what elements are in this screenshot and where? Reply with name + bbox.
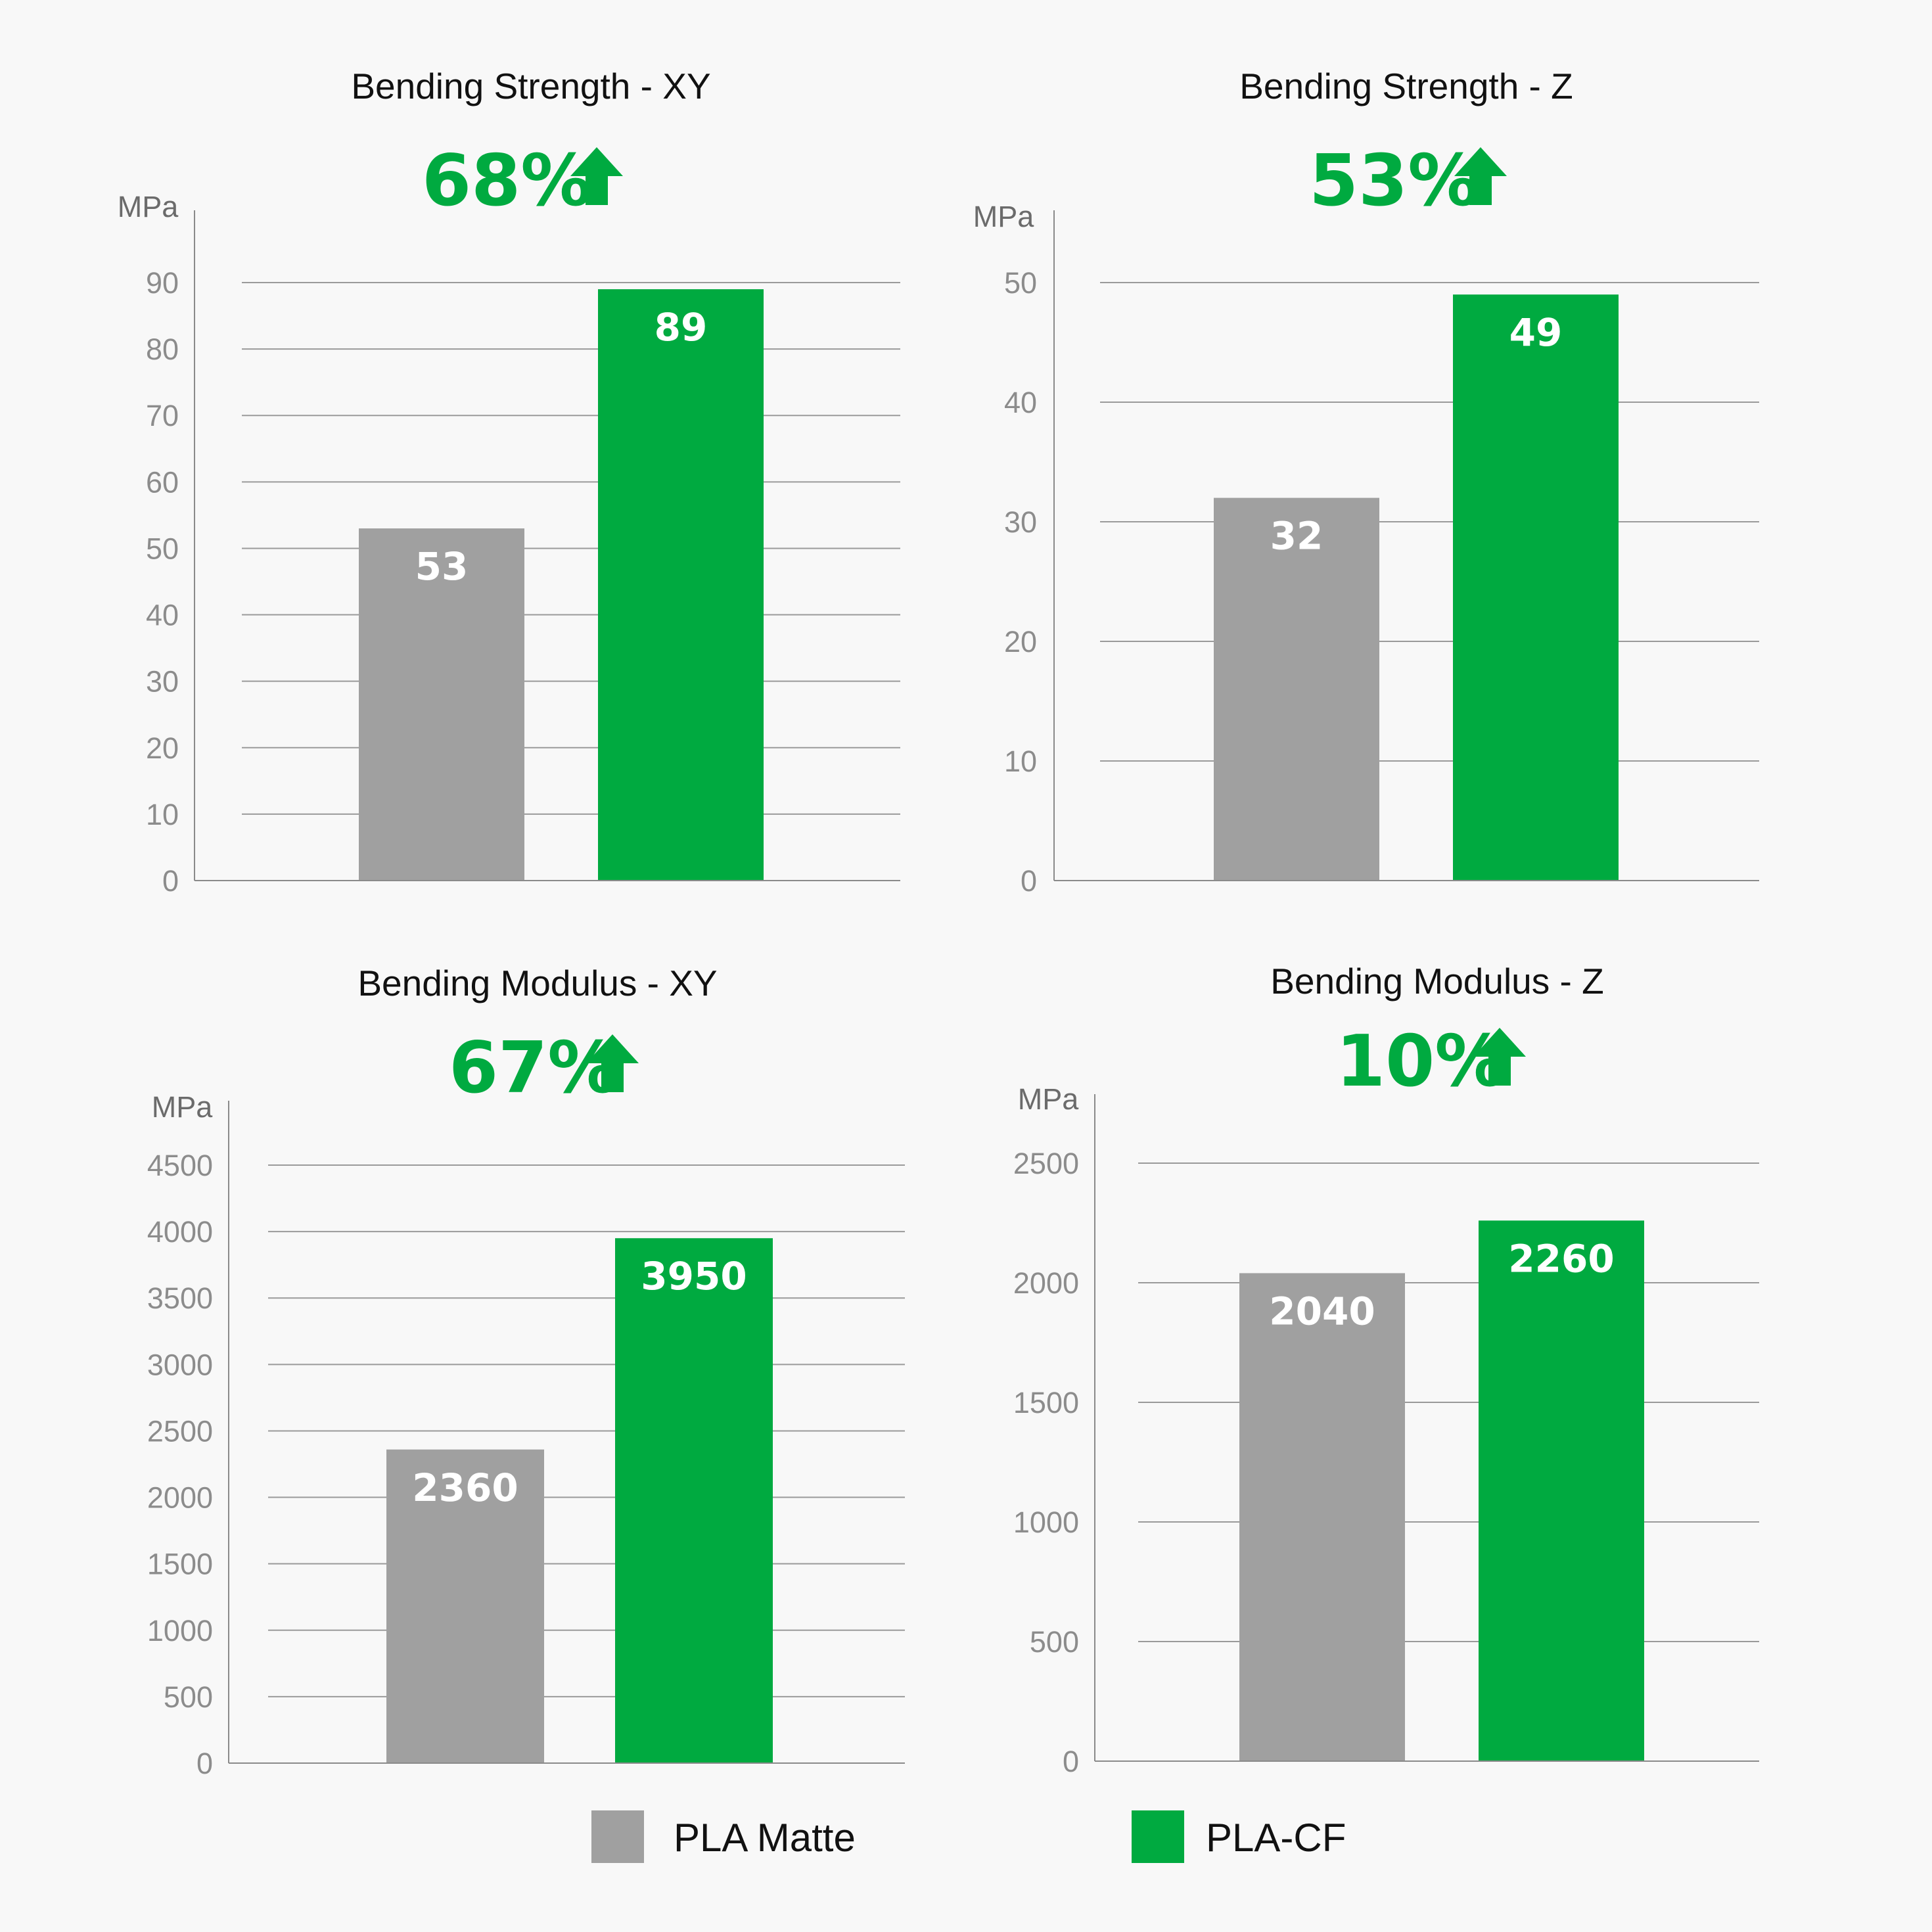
chart-title: Bending Modulus - XY	[357, 963, 717, 1003]
y-tick-label: 0	[1063, 1745, 1079, 1778]
y-tick-label: 60	[146, 465, 179, 499]
y-tick-label: 80	[146, 333, 179, 366]
bar-pla-cf	[1453, 294, 1619, 881]
bar-value-label: 32	[1270, 514, 1323, 559]
bar-value-label: 53	[415, 544, 469, 589]
y-tick-label: 10	[1004, 745, 1037, 778]
y-tick-label: 50	[146, 532, 179, 565]
bar-pla-matte	[1239, 1273, 1405, 1761]
legend-swatch-pla-cf	[1132, 1810, 1184, 1863]
y-tick-label: 40	[146, 599, 179, 632]
y-axis-unit-label: MPa	[152, 1090, 214, 1124]
y-tick-label: 4000	[147, 1215, 213, 1249]
bar-value-label: 2360	[412, 1465, 518, 1510]
chart-panel-2: Bending Strength - Z 53% MPa 0 10 20 30 40 50 32 4…	[973, 66, 1759, 898]
chart-title: Bending Modulus - Z	[1270, 961, 1604, 1001]
y-tick-label: 2500	[1013, 1147, 1079, 1180]
y-tick-label: 0	[162, 864, 179, 898]
legend-swatch-pla-matte	[591, 1810, 644, 1863]
bar-value-label: 2040	[1269, 1289, 1375, 1333]
y-tick-label: 0	[196, 1747, 213, 1780]
y-tick-label: 500	[1030, 1625, 1079, 1659]
up-arrow-icon	[570, 147, 623, 205]
y-tick-label: 2000	[147, 1481, 213, 1515]
bar-pla-matte	[359, 528, 524, 881]
up-arrow-icon	[1473, 1028, 1526, 1086]
legend-label-pla-cf: PLA-CF	[1206, 1816, 1346, 1860]
y-tick-label: 50	[1004, 266, 1037, 300]
bar-pla-cf	[615, 1238, 773, 1763]
y-tick-label: 3000	[147, 1348, 213, 1381]
y-tick-label: 70	[146, 399, 179, 432]
y-tick-label: 0	[1021, 864, 1037, 898]
y-tick-label: 10	[146, 798, 179, 831]
y-tick-label: 2000	[1013, 1266, 1079, 1300]
bar-pla-matte	[1214, 497, 1379, 881]
bar-pla-matte	[386, 1449, 544, 1763]
bar-value-label: 3950	[641, 1254, 747, 1299]
y-tick-label: 1000	[1013, 1506, 1079, 1539]
chart-panel-3: Bending Modulus - XY 67% MPa 0 500 1000 1500 20…	[147, 963, 905, 1780]
y-tick-label: 40	[1004, 386, 1037, 419]
increase-percentage: 68%	[422, 140, 592, 222]
increase-percentage: 53%	[1309, 140, 1479, 222]
y-tick-label: 3500	[147, 1281, 213, 1315]
legend-label-pla-matte: PLA Matte	[674, 1816, 856, 1860]
y-tick-label: 90	[146, 266, 179, 300]
y-tick-label: 30	[146, 665, 179, 699]
bar-pla-cf	[1479, 1220, 1644, 1761]
chart-title: Bending Strength - Z	[1239, 66, 1573, 106]
y-axis-unit-label: MPa	[118, 190, 179, 223]
y-tick-label: 20	[146, 731, 179, 765]
bar-value-label: 49	[1509, 310, 1563, 355]
y-axis-unit-label: MPa	[1018, 1082, 1080, 1116]
bar-value-label: 2260	[1508, 1236, 1614, 1281]
y-tick-label: 30	[1004, 505, 1037, 539]
chart-title: Bending Strength - XY	[351, 66, 710, 106]
y-axis-unit-label: MPa	[973, 200, 1035, 233]
y-tick-label: 4500	[147, 1149, 213, 1182]
chart-panel-4: Bending Modulus - Z 10% MPa 0 500 1000 1500 200…	[1013, 961, 1759, 1778]
bar-pla-cf	[598, 289, 764, 881]
y-tick-label: 1500	[1013, 1386, 1079, 1419]
y-tick-label: 1500	[147, 1548, 213, 1581]
y-tick-label: 500	[164, 1680, 213, 1714]
up-arrow-icon	[1454, 147, 1507, 205]
bar-value-label: 89	[655, 305, 708, 350]
y-tick-label: 2500	[147, 1414, 213, 1448]
legend: PLA Matte PLA-CF	[591, 1810, 1346, 1863]
y-tick-label: 1000	[147, 1614, 213, 1647]
chart-panel-1: Bending Strength - XY 68% MPa 0 10 20 30 40 50 60…	[118, 66, 900, 898]
up-arrow-icon	[586, 1034, 639, 1092]
increase-percentage: 10%	[1336, 1021, 1506, 1103]
y-tick-label: 20	[1004, 625, 1037, 658]
increase-percentage: 67%	[449, 1027, 619, 1109]
